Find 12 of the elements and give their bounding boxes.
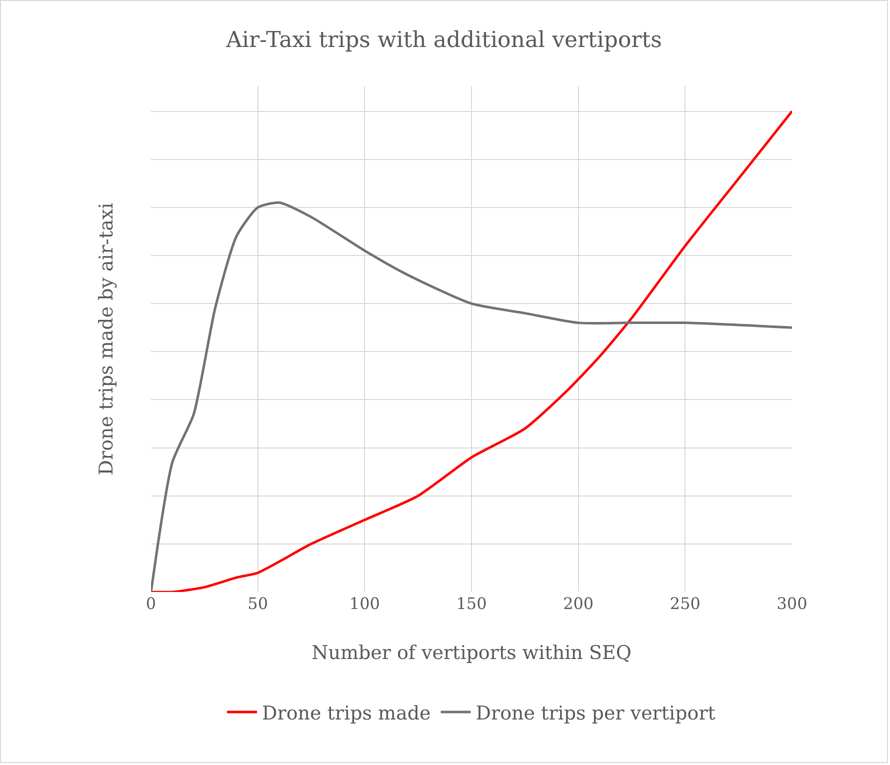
chart-title: Air-Taxi trips with additional vertiports xyxy=(225,28,662,53)
x-axis-title: Number of vertiports within SEQ xyxy=(312,642,632,664)
x-tick-label: 300 xyxy=(776,594,808,613)
legend-label: Drone trips per vertiport xyxy=(476,702,716,724)
x-tick-label: 100 xyxy=(349,594,380,613)
x-tick-label: 250 xyxy=(670,594,700,613)
y-axis-title: Drone trips made by air-taxi xyxy=(96,202,118,476)
x-tick-label: 50 xyxy=(248,594,268,613)
x-tick-label: 0 xyxy=(146,594,156,613)
legend-label: Drone trips made xyxy=(262,702,431,724)
x-tick-label: 150 xyxy=(456,594,487,613)
x-tick-label: 200 xyxy=(563,594,594,613)
